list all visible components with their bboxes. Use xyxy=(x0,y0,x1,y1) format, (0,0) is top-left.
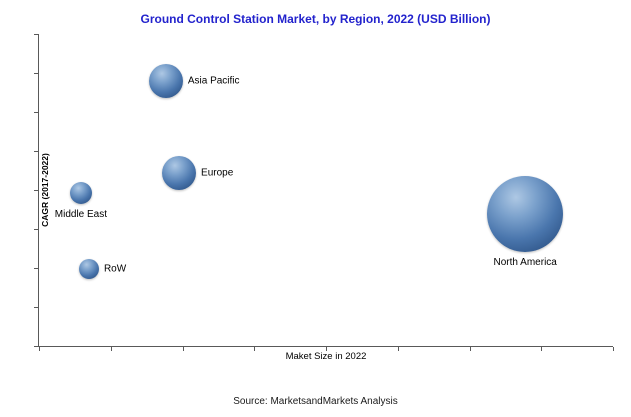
x-axis-tick xyxy=(110,347,112,351)
y-axis-tick xyxy=(34,34,38,35)
y-axis-tick xyxy=(34,229,38,230)
y-axis-tick xyxy=(34,307,38,308)
y-axis-tick xyxy=(34,151,38,152)
x-axis-tick xyxy=(182,347,184,351)
bubble-north-america xyxy=(487,176,564,253)
x-axis-tick xyxy=(469,347,471,351)
chart-title: Ground Control Station Market, by Region… xyxy=(140,12,491,26)
x-axis-tick xyxy=(613,347,614,351)
y-axis-tick xyxy=(34,73,38,74)
plot-area: CAGR (2017-2022) Maket Size in 2022 Asia… xyxy=(34,34,614,362)
x-axis-tick xyxy=(326,347,327,351)
bubble-label-middle-east: Middle East xyxy=(54,209,108,221)
bubble-row xyxy=(78,258,99,279)
y-axis-label: CAGR (2017-2022) xyxy=(40,153,50,227)
bubble-label-north-america: North America xyxy=(493,257,557,269)
x-axis-tick xyxy=(39,347,40,351)
bubble-label-asia-pacific: Asia Pacific xyxy=(187,75,240,87)
bubble-asia-pacific xyxy=(148,64,183,99)
y-axis-tick xyxy=(34,190,38,191)
bubble-middle-east xyxy=(69,182,92,205)
y-axis-tick xyxy=(34,346,38,347)
y-axis-tick xyxy=(34,112,38,113)
x-axis-label: Maket Size in 2022 xyxy=(285,351,367,362)
y-axis-tick xyxy=(34,268,38,269)
x-axis-tick xyxy=(254,347,256,351)
x-axis-tick xyxy=(397,347,399,351)
bubble-europe xyxy=(162,155,197,190)
bubble-label-europe: Europe xyxy=(201,167,234,179)
x-axis-tick xyxy=(541,347,543,351)
source-caption: Source: MarketsandMarkets Analysis xyxy=(233,396,398,407)
bubble-label-row: RoW xyxy=(103,263,127,275)
